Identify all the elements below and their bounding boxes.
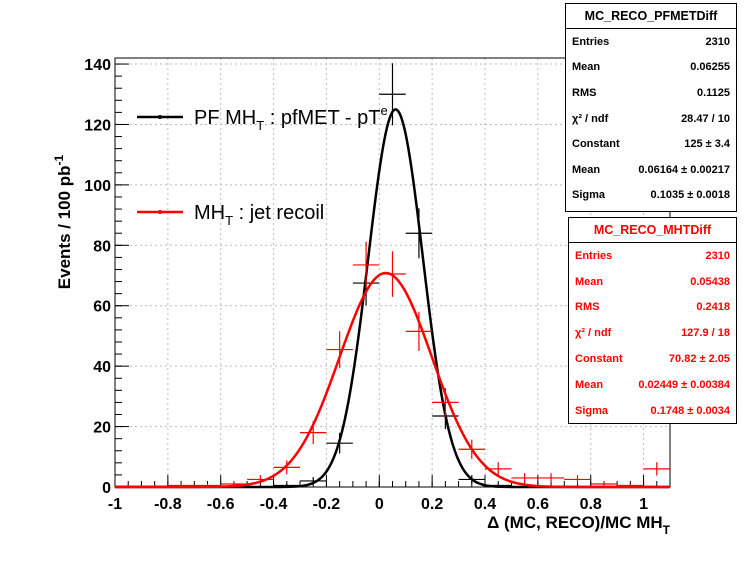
stats-label: Mean: [575, 275, 604, 288]
stats-value: 0.06164 ± 0.00217: [638, 163, 730, 176]
legend: PF MHT : pfMET - pTe MHT : jet recoil: [137, 103, 388, 228]
data-layer: [115, 63, 670, 489]
stats-value: 0.06255: [690, 61, 730, 74]
stats-label: RMS: [572, 86, 597, 99]
stats-value: 2310: [705, 249, 730, 262]
stats-label: Constant: [572, 138, 620, 151]
stats-value: 0.02449 ± 0.00384: [638, 378, 730, 391]
y-tick-label: 0: [102, 480, 111, 497]
stats-row: Mean 0.05438: [569, 269, 736, 295]
stats-row: Constant 70.82 ± 2.05: [569, 346, 736, 372]
stats-label: χ² / ndf: [572, 112, 609, 125]
stats-row: Mean 0.06255: [566, 55, 736, 81]
x-axis-label: Δ (MC, RECO)/MC MHT: [487, 513, 671, 537]
y-tick-label: 100: [84, 178, 111, 195]
stats-value: 0.1035 ± 0.0018: [650, 189, 730, 202]
stats-box-title: MC_RECO_MHTDiff: [569, 218, 736, 243]
legend-label: PF MHT : pfMET - pTe: [194, 103, 388, 133]
x-tick-label: -0.2: [313, 496, 341, 513]
stats-value: 0.1125: [696, 86, 730, 99]
stats-label: Mean: [572, 61, 601, 74]
y-tick-label: 80: [93, 238, 111, 255]
stats-value: 0.05438: [690, 275, 730, 288]
stats-row: Mean 0.06164 ± 0.00217: [566, 157, 736, 183]
y-tick-label: 140: [84, 57, 111, 74]
stats-value: 127.9 / 18: [681, 327, 730, 340]
stats-rows: Entries 2310 Mean 0.05438 RMS 0.2418 χ² / ndf 1…: [569, 243, 736, 424]
stats-value: 2310: [705, 35, 730, 48]
stats-label: Sigma: [572, 189, 606, 202]
stats-value: 125 ± 3.4: [684, 138, 730, 151]
stats-label: Sigma: [575, 404, 609, 417]
x-tick-label: 0.4: [474, 496, 496, 513]
stats-label: Constant: [575, 353, 623, 366]
y-tick-label: 120: [84, 117, 111, 134]
x-tick-label: -1: [108, 496, 122, 513]
stats-row: RMS 0.1125: [566, 80, 736, 106]
stats-row: Constant 125 ± 3.4: [566, 131, 736, 157]
x-tick-label: 0.8: [580, 496, 602, 513]
stats-label: Entries: [575, 249, 613, 262]
stats-label: RMS: [575, 301, 600, 314]
x-tick-label: -0.4: [260, 496, 288, 513]
stats-row: Sigma 0.1035 ± 0.0018: [566, 183, 736, 209]
x-tick-label: -0.6: [207, 496, 235, 513]
stats-row: RMS 0.2418: [569, 295, 736, 321]
stats-label: Mean: [572, 163, 601, 176]
stats-row: Sigma 0.1748 ± 0.0034: [569, 398, 736, 424]
y-tick-label: 60: [93, 299, 111, 316]
x-tick-label: 1: [639, 496, 648, 513]
stats-value: 70.82 ± 2.05: [668, 353, 730, 366]
series-1: [115, 241, 670, 489]
stats-value: 28.47 / 10: [681, 112, 730, 125]
y-axis-label: Events / 100 pb-1: [52, 154, 74, 289]
legend-marker: [158, 115, 162, 119]
stats-row: χ² / ndf 127.9 / 18: [569, 320, 736, 346]
x-tick-label: 0.6: [527, 496, 549, 513]
stats-label: χ² / ndf: [575, 327, 612, 340]
stats-box-mht: MC_RECO_MHTDiff Entries 2310 Mean 0.05438 RM…: [568, 217, 737, 424]
stats-row: Entries 2310: [569, 243, 736, 269]
x-tick-label: 0.2: [421, 496, 443, 513]
stats-box-pfmet: MC_RECO_PFMETDiff Entries 2310 Mean 0.06255…: [565, 3, 737, 212]
stats-row: Mean 0.02449 ± 0.00384: [569, 372, 736, 398]
stats-row: Entries 2310: [566, 29, 736, 55]
stats-label: Entries: [572, 35, 610, 48]
stats-label: Mean: [575, 378, 604, 391]
y-tick-label: 40: [93, 359, 111, 376]
x-tick-label: -0.8: [154, 496, 182, 513]
stats-row: χ² / ndf 28.47 / 10: [566, 106, 736, 132]
stats-value: 0.2418: [696, 301, 730, 314]
axis-ticks: -1 -0.8 -0.6 -0.4 -0.2 0 0.2 0.4 0.6 0.8 1 0 20 40 60 8…: [84, 57, 671, 513]
stats-box-title: MC_RECO_PFMETDiff: [566, 4, 736, 29]
stats-rows: Entries 2310 Mean 0.06255 RMS 0.1125 χ² / ndf 2…: [566, 29, 736, 208]
legend-marker: [158, 210, 162, 214]
y-tick-label: 20: [93, 420, 111, 437]
legend-label: MHT : jet recoil: [194, 202, 324, 228]
stats-value: 0.1748 ± 0.0034: [650, 404, 730, 417]
x-tick-label: 0: [375, 496, 384, 513]
